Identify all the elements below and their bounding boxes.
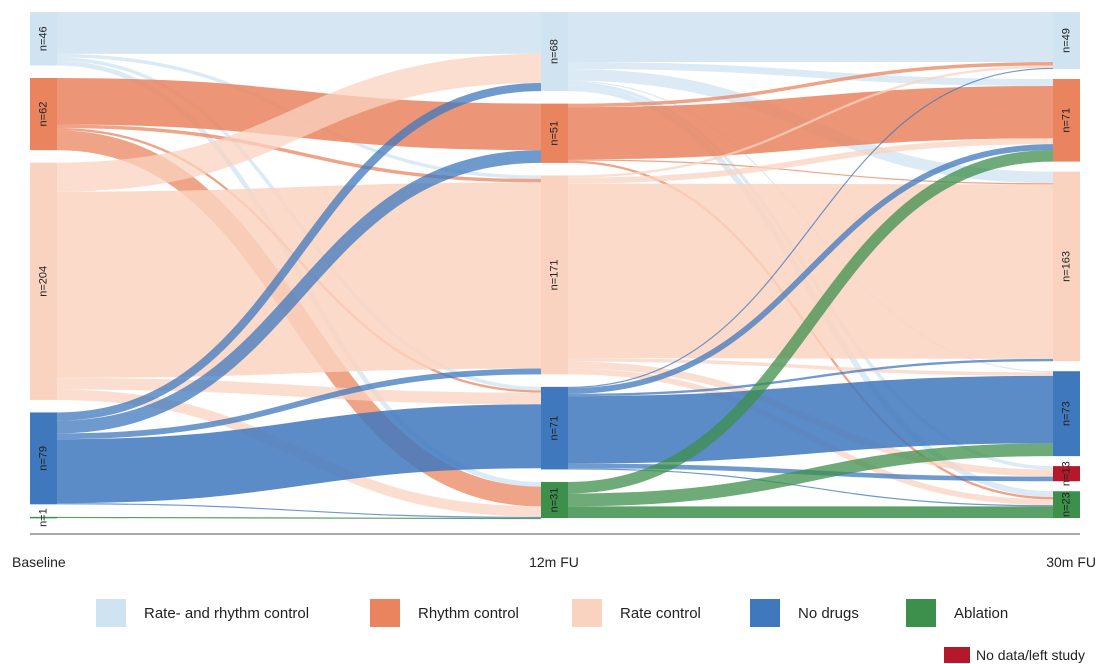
legend-item-no-data: No data/left study [944, 646, 1085, 664]
legend-swatch-rhythm [370, 599, 400, 627]
flow-12m-fu-rh-to-rr [567, 62, 1054, 108]
node-1-rr [541, 12, 568, 92]
node-1-rt [541, 175, 568, 375]
node-2-nx [1053, 466, 1080, 482]
node-0-ab [30, 516, 57, 519]
flow-12m-fu-rt-to-nd [567, 358, 1054, 376]
flow-12m-fu-rt-to-rr [567, 65, 1054, 178]
legend-swatch-no-drugs [750, 599, 780, 627]
node-label-1-rh: n=51 [549, 121, 561, 146]
flow-baseline-nd-to-rr [56, 82, 542, 421]
legend-swatch-no-data [944, 647, 970, 663]
legend-label-no-drugs: No drugs [798, 604, 859, 622]
node-label-2-rh: n=71 [1061, 108, 1073, 133]
legend-item-ablation: Ablation [906, 596, 1008, 630]
flow-baseline-nd-to-nd [56, 404, 542, 504]
node-label-1-rr: n=68 [549, 39, 561, 64]
node-2-ab [1053, 491, 1080, 518]
legend-label-rhythm: Rhythm control [418, 604, 519, 622]
legend: Rate- and rhythm control Rhythm control … [0, 596, 1104, 630]
legend-item-no-drugs: No drugs [750, 596, 859, 630]
legend-item-rate-and-rhythm: Rate- and rhythm control [96, 596, 309, 630]
node-label-0-rh: n=62 [38, 102, 50, 127]
node-label-2-rr: n=49 [1061, 28, 1073, 53]
flow-baseline-rt-to-rr [56, 53, 542, 192]
flow-12m-fu-rh-to-rt [567, 159, 1054, 185]
node-2-rt [1053, 171, 1080, 362]
node-label-0-rr: n=46 [38, 26, 50, 51]
node-label-1-nd: n=71 [549, 416, 561, 441]
legend-label-rate-and-rhythm: Rate- and rhythm control [144, 604, 310, 622]
stage-labels: Baseline 12m FU 30m FU [12, 554, 1096, 570]
flow-baseline-ab-to-ab [56, 516, 542, 520]
flow-links [56, 11, 1054, 520]
flow-baseline-rh-to-rt [56, 124, 542, 183]
stage-label-0: Baseline [12, 554, 66, 570]
node-2-rh [1053, 79, 1080, 162]
legend-swatch-rate [572, 599, 602, 627]
flow-12m-fu-rt-to-rh [567, 138, 1054, 184]
node-2-rr [1053, 12, 1080, 69]
flow-12m-fu-ab-to-rh [567, 149, 1054, 494]
flow-baseline-rt-to-nd [56, 377, 542, 405]
flow-12m-fu-nd-to-rh [567, 144, 1054, 394]
node-1-nd [541, 386, 568, 470]
flow-12m-fu-nd-to-rt [567, 358, 1054, 397]
stage-label-1: 12m FU [529, 554, 579, 570]
flow-baseline-nd-to-rt [56, 368, 542, 440]
legend-item-rate: Rate control [572, 596, 701, 630]
stage-label-2: 30m FU [1046, 554, 1096, 570]
stage-nodes: n=46 n=62 n=204 n=79 n=1 n=68 n=51 n=171 n=71 n=3… [30, 12, 1080, 527]
node-0-nd [30, 412, 57, 505]
legend-label-no-data: No data/left study [976, 647, 1085, 663]
flow-12m-fu-nd-to-nd [567, 375, 1054, 464]
flow-baseline-nd-to-rh [56, 150, 542, 434]
node-0-rt [30, 162, 57, 400]
node-label-0-nd: n=79 [38, 446, 50, 471]
node-label-2-rt: n=163 [1061, 251, 1073, 282]
node-2-nd [1053, 371, 1080, 457]
legend-swatch-rate-and-rhythm [96, 599, 126, 627]
legend-label-rate: Rate control [620, 604, 701, 622]
flow-12m-fu-nd-to-rr [567, 67, 1054, 389]
flow-baseline-rt-to-rt [56, 182, 542, 378]
node-0-rr [30, 12, 57, 66]
node-1-rh [541, 103, 568, 163]
legend-item-rhythm: Rhythm control [370, 596, 519, 630]
flow-12m-fu-rr-to-rh [567, 62, 1054, 86]
legend-label-ablation: Ablation [954, 604, 1009, 622]
node-label-0-rt: n=204 [38, 266, 50, 297]
node-label-1-ab: n=31 [549, 488, 561, 513]
legend-swatch-ablation [906, 599, 936, 627]
node-label-1-rt: n=171 [549, 259, 561, 290]
node-label-2-nd: n=73 [1061, 401, 1073, 426]
flow-baseline-nd-to-ab [56, 503, 542, 519]
node-1-ab [541, 481, 568, 518]
node-label-2-nx: n=13 [1061, 461, 1073, 486]
flow-12m-fu-ab-to-nd [567, 443, 1054, 507]
node-0-rh [30, 78, 57, 151]
sankey-chart: n=46 n=62 n=204 n=79 n=1 n=68 n=51 n=171 n=71 n=3… [12, 11, 1096, 570]
node-label-2-ab: n=23 [1061, 492, 1073, 517]
node-label-0-ab: n=1 [38, 508, 50, 527]
